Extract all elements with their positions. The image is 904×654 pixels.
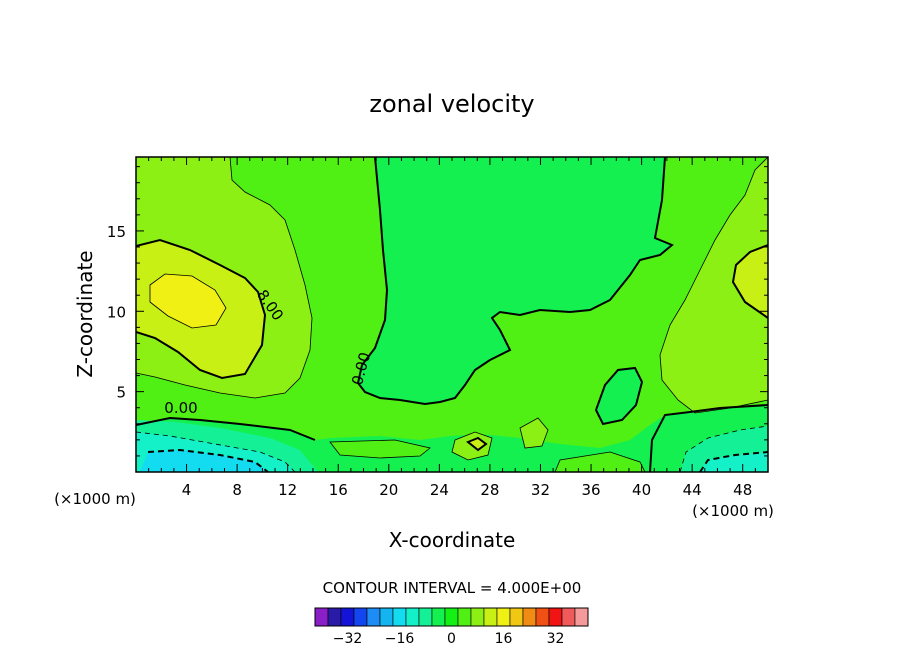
colorbar-tick-label: 32 <box>547 631 565 647</box>
x-tick-label: 12 <box>278 481 297 499</box>
x-tick-label: 24 <box>430 481 449 499</box>
x-unit-left: (×1000 m) <box>54 490 136 508</box>
contour-label-zero-lower: 0.00 <box>164 399 197 417</box>
contour-field <box>136 157 768 472</box>
colorbar-tick-label: 16 <box>495 631 513 647</box>
patch-4 <box>330 440 430 458</box>
colorbar-swatch <box>353 607 368 627</box>
contour-neg4-east <box>679 425 768 472</box>
y-tick-label: 5 <box>116 384 126 402</box>
x-tick-label: 44 <box>683 481 702 499</box>
x-tick-label: 32 <box>531 481 550 499</box>
contour-eight-west <box>136 238 267 380</box>
colorbar-swatch <box>561 607 576 627</box>
colorbar-frame <box>314 607 589 627</box>
contour-zero-blob <box>594 366 644 426</box>
colorbar-swatch <box>509 607 524 627</box>
x-tick-label: 20 <box>379 481 398 499</box>
contour-interval: CONTOUR INTERVAL = 4.000E+00 <box>323 579 582 597</box>
y-axis-label: Z-coordinate <box>73 250 97 377</box>
colorbar-swatch <box>314 607 329 627</box>
x-tick-label: 48 <box>733 481 752 499</box>
contour-lines <box>136 157 768 472</box>
contour-eight-patch <box>466 436 488 452</box>
band-6-10-east <box>660 157 768 413</box>
contour-eight-east <box>731 244 768 319</box>
colorbar-swatch <box>548 607 563 627</box>
colorbar-swatch <box>431 607 446 627</box>
contour-four-lower <box>329 439 431 459</box>
colorbar-swatch <box>457 607 472 627</box>
chart-title: zonal velocity <box>369 90 534 118</box>
x-tick-label: 40 <box>632 481 651 499</box>
contour-twelve-west <box>149 273 227 329</box>
colorbar-tick-label: −16 <box>385 631 415 647</box>
band-10-14-east <box>733 245 768 318</box>
colorbar-tick-label: −32 <box>333 631 363 647</box>
x-axis: 4 8 12 16 20 24 28 32 36 40 44 48 <box>148 157 756 499</box>
colorbar: −32 −16 0 16 32 <box>314 607 589 647</box>
x-tick-label: 16 <box>329 481 348 499</box>
colorbar-swatch <box>366 607 381 627</box>
y-axis: 5 10 15 <box>107 166 768 457</box>
colorbar-swatch <box>392 607 407 627</box>
contour-four-patch <box>519 417 549 449</box>
band-14-18-west <box>150 274 226 328</box>
x-tick-label: 36 <box>581 481 600 499</box>
band-neg14-neg10-west <box>140 450 268 472</box>
colorbar-swatch <box>522 607 537 627</box>
y-tick-label: 10 <box>107 303 126 321</box>
colorbar-swatch <box>483 607 498 627</box>
colorbar-swatch <box>379 607 394 627</box>
colorbar-swatch <box>574 607 589 627</box>
patch-3 <box>520 418 548 448</box>
contour-neg4-west <box>136 431 296 472</box>
colorbar-swatch <box>496 607 511 627</box>
x-tick-label: 8 <box>232 481 242 499</box>
x-axis-label: X-coordinate <box>389 528 516 552</box>
colorbar-swatch <box>340 607 355 627</box>
contour-neg8-west <box>147 448 269 472</box>
band-neg10-neg6-east <box>700 452 768 472</box>
x-tick-label: 4 <box>182 481 192 499</box>
contour-four-west <box>136 157 313 399</box>
contour-four-patch-2 <box>451 431 493 461</box>
band-neg2-2-core <box>358 157 672 404</box>
colorbar-swatch <box>327 607 342 627</box>
x-unit-right: (×1000 m) <box>692 502 774 520</box>
contour-zero-core <box>356 157 674 406</box>
contour-zero-lower-east <box>649 404 768 472</box>
patch-5 <box>555 452 645 472</box>
colorbar-tick-label: 0 <box>447 631 456 647</box>
colorbar-swatch <box>470 607 485 627</box>
colorbar-swatch <box>405 607 420 627</box>
colorbar-swatch <box>444 607 459 627</box>
contour-zero-lower <box>136 416 316 441</box>
contour-four-east <box>659 157 768 414</box>
y-tick-label: 15 <box>107 223 126 241</box>
colorbar-swatch <box>535 607 550 627</box>
x-tick-label: 28 <box>480 481 499 499</box>
colorbar-swatch <box>418 607 433 627</box>
